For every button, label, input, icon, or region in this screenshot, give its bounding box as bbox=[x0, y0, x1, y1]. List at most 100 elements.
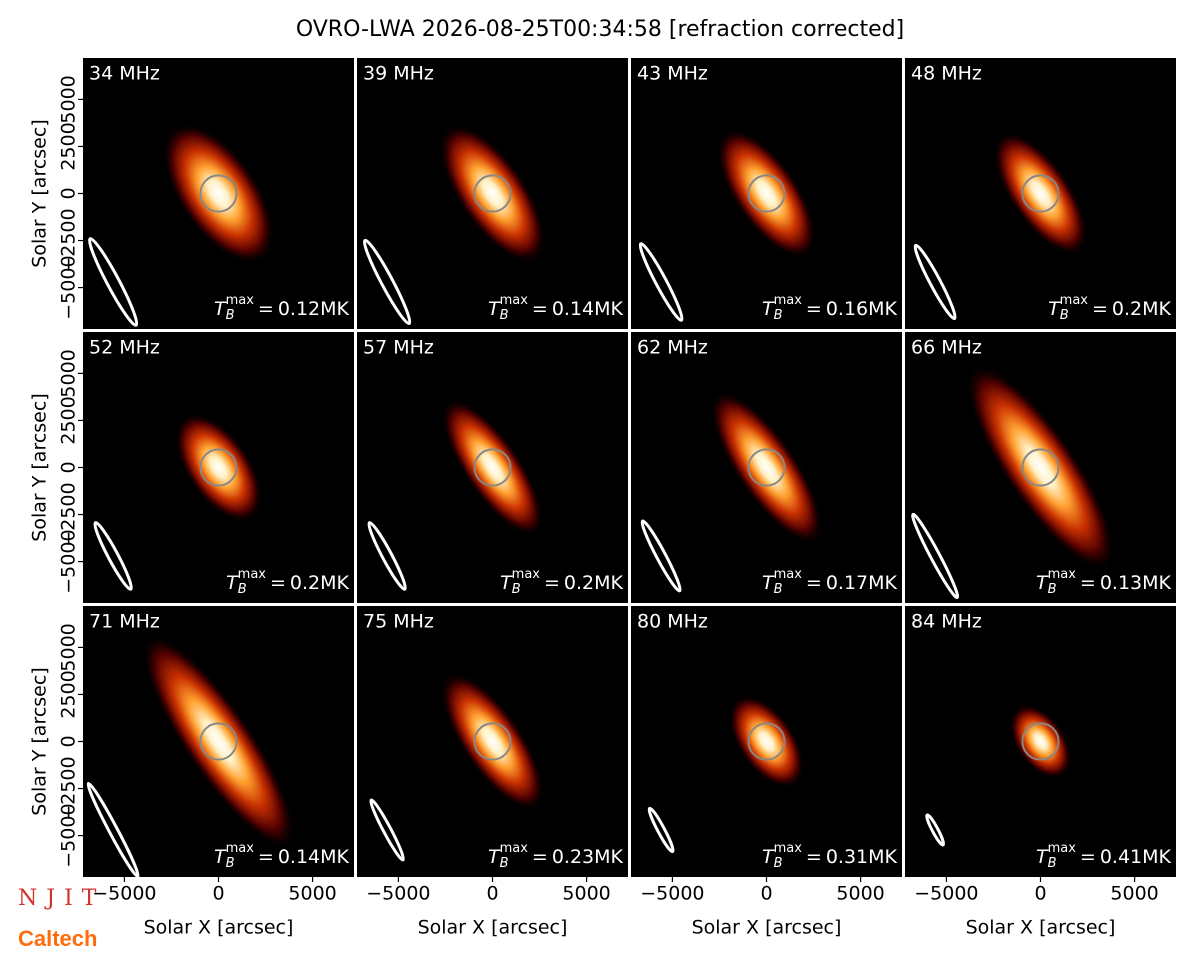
image bbox=[83, 332, 354, 603]
tb-symbol: T bbox=[762, 572, 775, 594]
beam bbox=[925, 813, 945, 847]
image bbox=[357, 58, 628, 329]
image bbox=[631, 332, 902, 603]
tb-sub: B bbox=[512, 582, 521, 597]
tb-eq: = bbox=[258, 846, 274, 868]
solar-disk bbox=[1021, 174, 1060, 213]
tb-symbol: T bbox=[762, 298, 775, 320]
emission bbox=[440, 672, 545, 811]
y-tick-label: 2500 bbox=[58, 396, 80, 444]
frequency-label: 43 MHz bbox=[637, 63, 708, 85]
beam bbox=[86, 781, 140, 877]
figure-title: OVRO-LWA 2026-08-25T00:34:58 [refraction… bbox=[296, 17, 904, 42]
image bbox=[83, 606, 354, 877]
tb-max-label: TBmax = 0.31MK bbox=[762, 841, 897, 871]
panel: 39 MHz TBmax = 0.14MK bbox=[357, 58, 628, 329]
x-tick-label: −5000 bbox=[366, 883, 430, 905]
tb-value: 0.14MK bbox=[278, 846, 350, 868]
image bbox=[83, 58, 354, 329]
tb-symbol: T bbox=[226, 572, 239, 594]
tb-sup: max bbox=[1048, 841, 1077, 856]
beam bbox=[93, 521, 133, 591]
frequency-label: 39 MHz bbox=[363, 63, 434, 85]
tb-sup: max bbox=[500, 841, 529, 856]
tb-max-label: TBmax = 0.16MK bbox=[762, 293, 897, 323]
beam bbox=[88, 237, 139, 327]
image bbox=[357, 332, 628, 603]
emission bbox=[710, 390, 823, 545]
tb-sup: max bbox=[1048, 567, 1077, 582]
tb-sup: max bbox=[500, 293, 529, 308]
solar-disk bbox=[199, 174, 238, 213]
tb-max-label: TBmax = 0.2MK bbox=[500, 567, 623, 597]
tb-value: 0.2MK bbox=[564, 572, 624, 594]
tb-sub: B bbox=[226, 308, 235, 323]
tb-symbol: T bbox=[1048, 298, 1061, 320]
tb-sub: B bbox=[238, 582, 247, 597]
tb-symbol: T bbox=[488, 846, 501, 868]
tb-symbol: T bbox=[214, 298, 227, 320]
x-tick-label: 5000 bbox=[1110, 883, 1158, 905]
panel: 84 MHz TBmax = 0.41MK −5000 0 5000 Solar X [arc… bbox=[905, 606, 1176, 939]
x-tick-label: 5000 bbox=[288, 883, 336, 905]
y-tick-label: −5000 bbox=[58, 255, 80, 319]
tb-eq: = bbox=[532, 846, 548, 868]
solar-disk bbox=[747, 722, 786, 761]
y-tick-label: −2500 bbox=[58, 482, 80, 546]
beam bbox=[913, 243, 957, 321]
frequency-label: 80 MHz bbox=[637, 611, 708, 633]
tb-sup: max bbox=[226, 841, 255, 856]
tb-max-label: TBmax = 0.41MK bbox=[1036, 841, 1171, 871]
solar-disk bbox=[1021, 722, 1060, 761]
tb-value: 0.12MK bbox=[278, 298, 350, 320]
y-tick-label: 2500 bbox=[58, 670, 80, 718]
beam bbox=[638, 242, 684, 322]
tb-sub: B bbox=[500, 308, 509, 323]
panel: 75 MHz TBmax = 0.23MK −5000 0 5000 Solar X [arc… bbox=[357, 606, 628, 939]
x-axis-label: Solar X [arcsec] bbox=[966, 917, 1116, 939]
x-axis-label: Solar X [arcsec] bbox=[692, 917, 842, 939]
image bbox=[905, 606, 1176, 877]
tb-sub: B bbox=[1048, 582, 1057, 597]
panel: 71 MHz TBmax = 0.14MK −5000 0 5000 Solar X [arc… bbox=[29, 606, 354, 939]
panel: 66 MHz TBmax = 0.13MK bbox=[905, 332, 1176, 603]
emission bbox=[1009, 704, 1072, 779]
frequency-label: 48 MHz bbox=[911, 63, 982, 85]
x-tick-label: 5000 bbox=[562, 883, 610, 905]
tb-eq: = bbox=[544, 572, 560, 594]
emission bbox=[965, 364, 1116, 571]
tb-sup: max bbox=[774, 293, 803, 308]
image bbox=[631, 606, 902, 877]
y-tick-label: −5000 bbox=[58, 529, 80, 593]
tb-value: 0.31MK bbox=[826, 846, 898, 868]
image bbox=[357, 606, 628, 877]
tb-eq: = bbox=[1080, 846, 1096, 868]
beam bbox=[362, 238, 412, 326]
tb-eq: = bbox=[806, 298, 822, 320]
tb-value: 0.16MK bbox=[826, 298, 898, 320]
emission bbox=[174, 412, 263, 523]
tb-sub: B bbox=[226, 856, 235, 871]
emission bbox=[141, 633, 296, 850]
beam bbox=[911, 512, 960, 600]
frequency-label: 52 MHz bbox=[89, 337, 160, 359]
tb-value: 0.2MK bbox=[290, 572, 350, 594]
emission bbox=[441, 398, 544, 537]
emission bbox=[439, 123, 546, 264]
solar-disk bbox=[1021, 448, 1060, 487]
tb-max-label: TBmax = 0.14MK bbox=[214, 841, 349, 871]
image bbox=[905, 332, 1176, 603]
y-tick-label: −2500 bbox=[58, 208, 80, 272]
tb-max-label: TBmax = 0.17MK bbox=[762, 567, 897, 597]
tb-sub: B bbox=[500, 856, 509, 871]
solar-disk bbox=[199, 448, 238, 487]
y-tick-label: 0 bbox=[58, 735, 80, 747]
frequency-label: 66 MHz bbox=[911, 337, 982, 359]
emission bbox=[716, 128, 817, 259]
tb-max-label: TBmax = 0.14MK bbox=[488, 293, 623, 323]
tb-sup: max bbox=[226, 293, 255, 308]
tb-eq: = bbox=[806, 572, 822, 594]
